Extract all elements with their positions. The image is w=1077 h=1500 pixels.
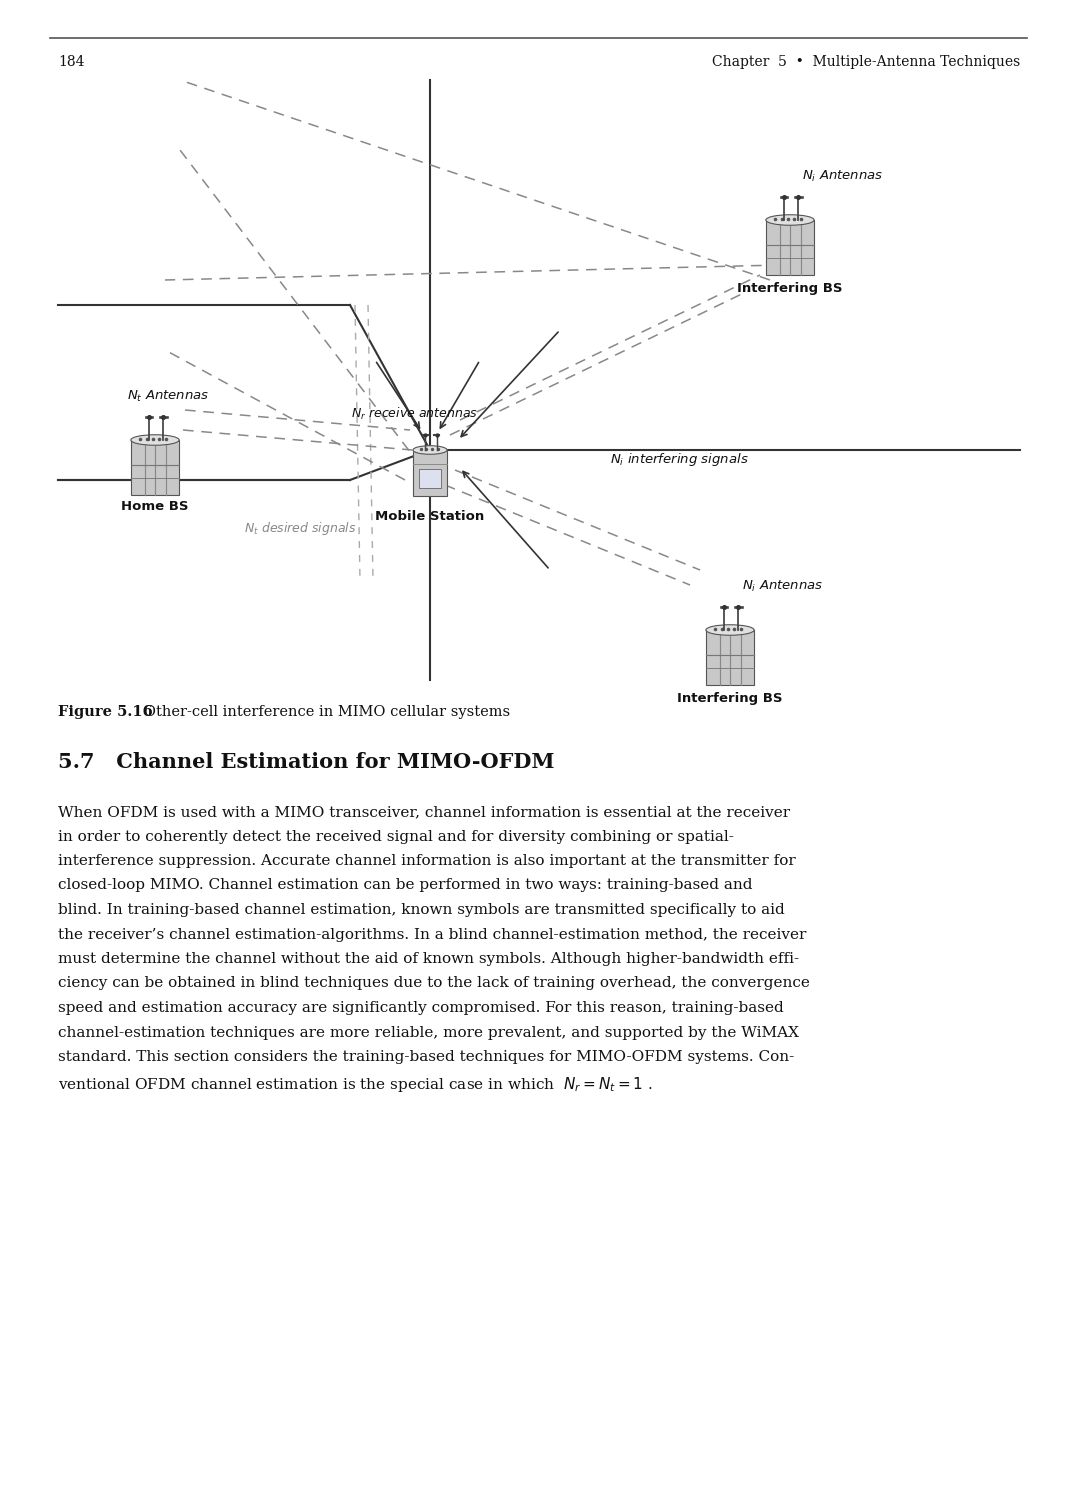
Bar [130, 440, 179, 495]
Ellipse shape [766, 214, 814, 225]
Text: in order to coherently detect the received signal and for diversity combining or: in order to coherently detect the receiv… [58, 830, 733, 843]
Text: must determine the channel without the aid of known symbols. Although higher-ban: must determine the channel without the a… [58, 952, 799, 966]
Text: Interfering BS: Interfering BS [677, 692, 783, 705]
Ellipse shape [130, 435, 179, 445]
Text: When OFDM is used with a MIMO transceiver, channel information is essential at t: When OFDM is used with a MIMO transceive… [58, 806, 791, 819]
Bar [766, 220, 814, 274]
Text: Chapter  5  •  Multiple-Antenna Techniques: Chapter 5 • Multiple-Antenna Techniques [712, 56, 1020, 69]
Text: channel-estimation techniques are more reliable, more prevalent, and supported b: channel-estimation techniques are more r… [58, 1026, 799, 1039]
Text: 5.7   Channel Estimation for MIMO-OFDM: 5.7 Channel Estimation for MIMO-OFDM [58, 752, 555, 772]
Text: ciency can be obtained in blind techniques due to the lack of training overhead,: ciency can be obtained in blind techniqu… [58, 976, 810, 990]
Text: Interfering BS: Interfering BS [738, 282, 842, 296]
Bar [419, 470, 442, 488]
Text: speed and estimation accuracy are significantly compromised. For this reason, tr: speed and estimation accuracy are signif… [58, 1000, 784, 1016]
Text: $N_r$ receive antennas: $N_r$ receive antennas [351, 406, 478, 422]
Text: $N_t$ desired signals: $N_t$ desired signals [243, 520, 356, 537]
Text: closed-loop MIMO. Channel estimation can be performed in two ways: training-base: closed-loop MIMO. Channel estimation can… [58, 879, 753, 892]
Ellipse shape [412, 446, 447, 454]
Text: the receiver’s channel estimation-algorithms. In a blind channel-estimation meth: the receiver’s channel estimation-algori… [58, 927, 807, 942]
Text: blind. In training-based channel estimation, known symbols are transmitted speci: blind. In training-based channel estimat… [58, 903, 785, 916]
Text: Mobile Station: Mobile Station [376, 510, 485, 524]
Text: Figure 5.16: Figure 5.16 [58, 705, 153, 718]
Text: $N_i$ Antennas: $N_i$ Antennas [802, 170, 883, 184]
Ellipse shape [705, 624, 754, 636]
Text: standard. This section considers the training-based techniques for MIMO-OFDM sys: standard. This section considers the tra… [58, 1050, 794, 1064]
Text: ventional OFDM channel estimation is the special case in which  $N_r = N_t = 1$ : ventional OFDM channel estimation is the… [58, 1074, 653, 1094]
Bar [412, 450, 447, 495]
Text: $N_t$ Antennas: $N_t$ Antennas [127, 388, 209, 404]
Text: Other-cell interference in MIMO cellular systems: Other-cell interference in MIMO cellular… [130, 705, 510, 718]
Text: $N_i$ Antennas: $N_i$ Antennas [742, 579, 824, 594]
Text: $N_i$ interfering signals: $N_i$ interfering signals [610, 452, 749, 468]
Bar [705, 630, 754, 684]
Text: Home BS: Home BS [122, 500, 188, 513]
Text: 184: 184 [58, 56, 84, 69]
Text: interference suppression. Accurate channel information is also important at the : interference suppression. Accurate chann… [58, 853, 796, 868]
